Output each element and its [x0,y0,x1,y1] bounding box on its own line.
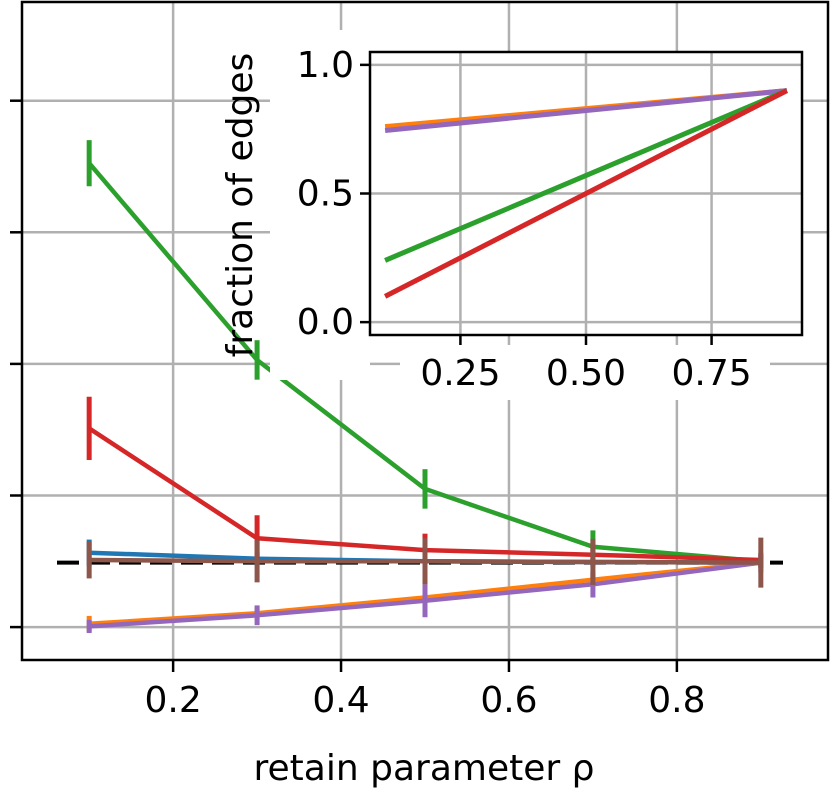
main-x-tick-label: 0.6 [480,680,537,721]
inset-ticks: 0.25 0.50 0.75 0.0 0.5 1.0 [297,45,752,394]
inset-series-2-line [384,88,788,263]
inset-series-group [383,88,789,299]
inset-series-1-line [384,88,788,133]
inset-y-tick-label: 0.0 [297,302,354,343]
inset-y-axis-label: fraction of edges [220,53,261,358]
inset-x-tick-label: 0.75 [672,353,752,394]
x-axis-label: retain parameter ρ [254,748,595,789]
main-x-tick-label: 0.8 [648,680,705,721]
main-axes-frame [20,0,830,662]
main-x-tick-label: 0.2 [144,680,201,721]
main-x-tick-label: 0.4 [312,680,369,721]
inset-chart: 0.25 0.50 0.75 0.0 0.5 1.0 fraction of edges [220,30,804,400]
inset-x-tick-label: 0.50 [546,353,626,394]
inset-x-tick-label: 0.25 [420,353,500,394]
inset-ticklabel-backdrop [400,345,770,400]
inset-y-tick-label: 0.5 [297,174,354,215]
main-series-group [57,140,783,634]
inset-series-3-line [383,88,789,299]
inset-y-tick-label: 1.0 [297,45,354,86]
main-ticks: 0.2 0.4 0.6 0.8 [10,99,706,721]
inset-label-backdrop [270,30,370,380]
